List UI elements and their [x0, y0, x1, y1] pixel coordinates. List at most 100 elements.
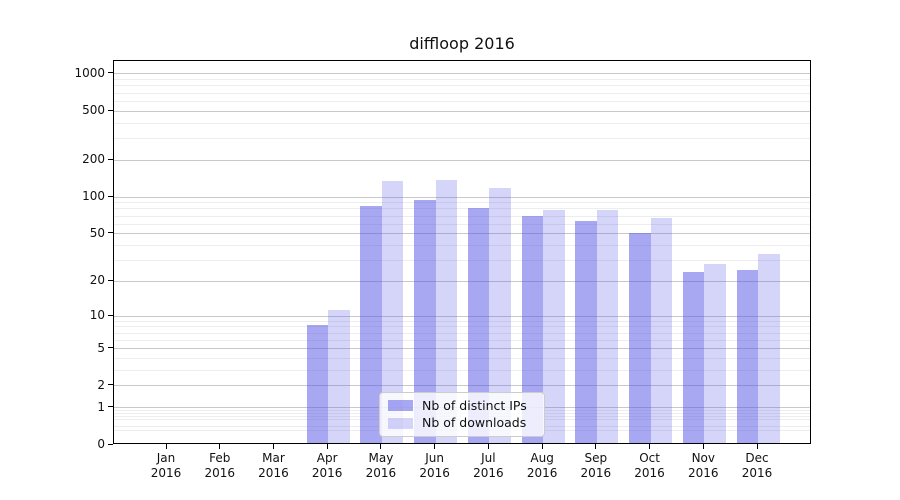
y-tick-label: 50	[89, 225, 105, 240]
y-tick-label: 500	[82, 103, 105, 118]
bar-downloads	[758, 253, 780, 443]
bar-downloads	[328, 309, 350, 443]
gridline-major	[114, 385, 810, 387]
x-tick-mark	[541, 444, 543, 449]
x-tick-mark	[595, 444, 597, 449]
bar-distinct-ips	[360, 205, 382, 443]
gridline-major	[114, 159, 810, 161]
y-tick-label: 20	[89, 273, 105, 288]
bar-downloads	[435, 179, 458, 443]
y-tick-mark	[108, 158, 113, 160]
y-tick-mark	[108, 314, 113, 316]
x-tick-label: Jul 2016	[473, 451, 504, 480]
gridline-minor	[114, 245, 810, 247]
bar-downloads	[596, 210, 619, 443]
y-tick-mark	[108, 279, 113, 281]
legend-label: Nb of distinct IPs	[422, 397, 527, 413]
y-tick-mark	[108, 72, 113, 74]
x-tick-mark	[702, 444, 704, 449]
gridline-minor	[114, 332, 810, 334]
x-tick-mark	[219, 444, 221, 449]
gridline-minor	[114, 215, 810, 217]
y-tick-label: 100	[82, 189, 105, 204]
bar-downloads	[704, 264, 726, 443]
distinct-ips-swatch-icon	[388, 400, 413, 412]
x-tick-label: Aug 2016	[526, 451, 558, 480]
y-tick-mark	[108, 347, 113, 349]
y-tick-mark	[108, 195, 113, 197]
gridline-minor	[114, 79, 810, 81]
y-tick-label: 1	[97, 399, 105, 414]
bar-distinct-ips	[414, 200, 436, 443]
bar-downloads	[650, 217, 673, 443]
x-tick-mark	[649, 444, 651, 449]
gridline-minor	[114, 85, 810, 87]
x-tick-mark	[326, 444, 328, 449]
gridline-major	[114, 73, 810, 75]
gridline-minor	[114, 100, 810, 102]
x-tick-label: May 2016	[365, 451, 397, 480]
bar-distinct-ips	[736, 270, 759, 443]
y-tick-mark	[108, 384, 113, 386]
bar-distinct-ips	[682, 272, 705, 443]
y-tick-label: 5	[97, 340, 105, 355]
bar-downloads	[543, 209, 565, 443]
y-tick-label: 200	[82, 152, 105, 167]
y-tick-mark	[108, 406, 113, 408]
gridline-minor	[114, 320, 810, 322]
x-tick-label: Oct 2016	[634, 451, 665, 480]
bar-distinct-ips	[306, 324, 329, 443]
bar-downloads	[381, 180, 404, 443]
x-tick-mark	[272, 444, 274, 449]
x-tick-label: Feb 2016	[204, 451, 235, 480]
gridline-minor	[114, 137, 810, 139]
x-tick-mark	[165, 444, 167, 449]
x-tick-mark	[487, 444, 489, 449]
downloads-swatch-icon	[388, 417, 413, 429]
x-tick-label: Sep 2016	[580, 451, 612, 480]
x-tick-label: Jan 2016	[150, 451, 182, 480]
legend-item-distinct-ips: Nb of distinct IPs	[388, 397, 536, 413]
gridline-minor	[114, 326, 810, 328]
gridline-major	[114, 233, 810, 235]
gridline-major	[114, 110, 810, 112]
x-tick-mark	[434, 444, 436, 449]
y-tick-label: 2	[97, 377, 105, 392]
bar-downloads	[489, 188, 511, 443]
x-tick-mark	[756, 444, 758, 449]
y-tick-mark	[108, 443, 113, 445]
gridline-major	[114, 348, 810, 350]
legend-label: Nb of downloads	[422, 415, 527, 431]
bar-distinct-ips	[467, 208, 490, 443]
legend: Nb of distinct IPs Nb of downloads	[379, 392, 545, 437]
gridline-major	[114, 280, 810, 282]
x-tick-label: Nov 2016	[688, 451, 719, 480]
gridline-minor	[114, 223, 810, 225]
plot-area	[113, 60, 811, 444]
chart-title: diffloop 2016	[409, 34, 515, 53]
gridline-minor	[114, 202, 810, 204]
x-tick-label: Jun 2016	[419, 451, 450, 480]
gridline-minor	[114, 208, 810, 210]
gridline-major	[114, 196, 810, 198]
gridline-major	[114, 315, 810, 317]
y-tick-label: 0	[97, 437, 105, 451]
x-tick-label: Dec 2016	[741, 451, 773, 480]
gridline-minor	[114, 92, 810, 94]
gridline-minor	[114, 122, 810, 124]
gridline-minor	[114, 260, 810, 262]
y-tick-mark	[108, 232, 113, 234]
gridline-minor	[114, 339, 810, 341]
gridline-minor	[114, 358, 810, 360]
x-tick-mark	[380, 444, 382, 449]
x-tick-label: Apr 2016	[311, 451, 343, 480]
y-tick-label: 1000	[74, 65, 105, 80]
gridline-minor	[114, 370, 810, 372]
y-tick-mark	[108, 109, 113, 111]
x-tick-label: Mar 2016	[258, 451, 289, 480]
y-tick-label: 10	[89, 308, 105, 323]
bar-distinct-ips	[575, 221, 597, 443]
bar-distinct-ips	[521, 216, 544, 443]
bar-distinct-ips	[629, 232, 651, 443]
